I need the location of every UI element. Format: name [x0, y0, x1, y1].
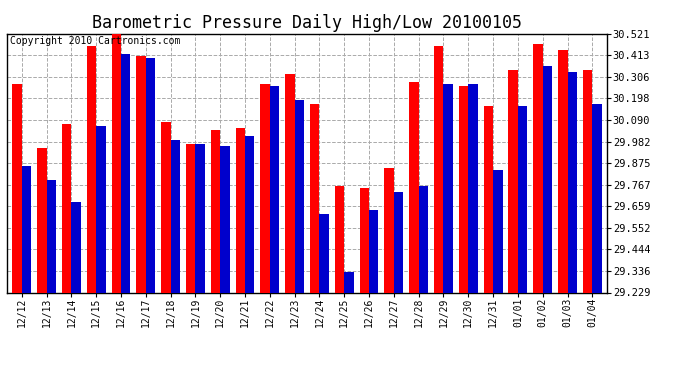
Bar	[270, 86, 279, 292]
Bar	[359, 188, 369, 292]
Bar	[12, 84, 22, 292]
Bar	[285, 74, 295, 292]
Bar	[87, 46, 96, 292]
Bar	[170, 140, 180, 292]
Bar	[459, 86, 469, 292]
Bar	[558, 50, 567, 292]
Bar	[369, 210, 379, 292]
Bar	[493, 170, 502, 292]
Text: Copyright 2010 Cartronics.com: Copyright 2010 Cartronics.com	[10, 36, 180, 46]
Bar	[335, 186, 344, 292]
Bar	[394, 192, 403, 292]
Bar	[121, 54, 130, 292]
Bar	[444, 84, 453, 292]
Bar	[211, 130, 220, 292]
Bar	[62, 124, 71, 292]
Bar	[161, 122, 170, 292]
Bar	[567, 72, 577, 292]
Bar	[186, 144, 195, 292]
Bar	[71, 202, 81, 292]
Bar	[583, 70, 592, 292]
Bar	[22, 166, 31, 292]
Bar	[137, 56, 146, 292]
Bar	[220, 146, 230, 292]
Bar	[419, 186, 428, 292]
Bar	[319, 214, 329, 292]
Bar	[518, 106, 527, 292]
Bar	[533, 44, 543, 292]
Bar	[469, 84, 477, 292]
Bar	[47, 180, 56, 292]
Bar	[260, 84, 270, 292]
Bar	[434, 46, 444, 292]
Bar	[96, 126, 106, 292]
Bar	[310, 104, 319, 292]
Bar	[509, 70, 518, 292]
Bar	[592, 104, 602, 292]
Bar	[543, 66, 552, 292]
Bar	[146, 58, 155, 292]
Bar	[235, 128, 245, 292]
Bar	[409, 82, 419, 292]
Bar	[484, 106, 493, 292]
Title: Barometric Pressure Daily High/Low 20100105: Barometric Pressure Daily High/Low 20100…	[92, 14, 522, 32]
Bar	[384, 168, 394, 292]
Bar	[245, 136, 255, 292]
Bar	[344, 272, 354, 292]
Bar	[295, 100, 304, 292]
Bar	[37, 148, 47, 292]
Bar	[112, 34, 121, 292]
Bar	[195, 144, 205, 292]
